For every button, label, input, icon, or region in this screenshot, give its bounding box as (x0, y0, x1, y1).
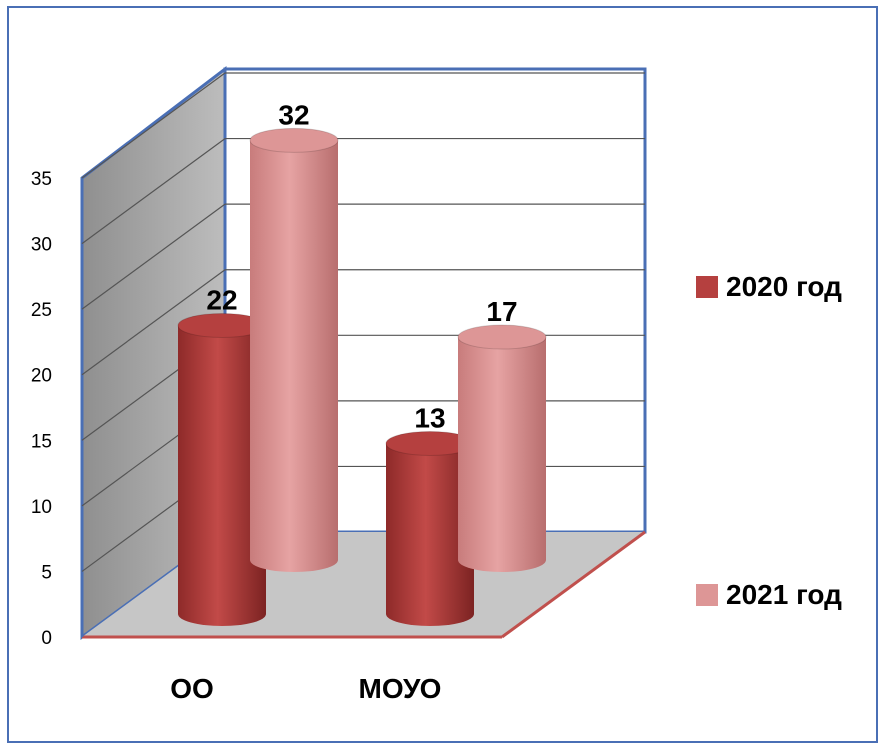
y-tick-label: 30 (31, 235, 52, 256)
bar-body (458, 337, 546, 572)
bar-body (250, 140, 338, 573)
gridline-side-35 (81, 72, 226, 179)
legend-label: 2020 год (726, 271, 842, 302)
bars (177, 127, 547, 626)
gridline-side-30 (81, 138, 226, 245)
legend-label: 2021 год (726, 579, 842, 610)
bar-body (178, 325, 266, 626)
y-tick-label: 0 (41, 628, 52, 649)
y-axis-ticks: 0 5 10 15 20 25 30 35 (31, 169, 52, 649)
bar-1-1 (457, 324, 547, 572)
y-tick-label: 10 (31, 497, 52, 518)
legend-item-1: 2021 год (696, 579, 842, 610)
gridline-side-25 (81, 203, 226, 310)
legend: 2020 год 2021 год (696, 271, 842, 610)
category-label: МОУО (359, 673, 442, 704)
y-tick-label: 5 (41, 562, 52, 583)
bar-0-1 (385, 431, 475, 626)
gridline-side-20 (81, 269, 226, 376)
bar-0-0 (177, 312, 267, 626)
category-label: ОО (170, 673, 214, 704)
legend-item-0: 2020 год (696, 271, 842, 302)
legend-swatch (696, 584, 718, 606)
bar-1-0 (249, 127, 339, 573)
x-axis-categories: ОО МОУО (170, 673, 441, 704)
y-tick-label: 35 (31, 169, 52, 190)
data-label: 17 (486, 296, 517, 327)
data-label: 13 (414, 403, 445, 434)
bar-body (386, 443, 474, 626)
data-label: 32 (278, 99, 309, 130)
y-tick-label: 20 (31, 366, 52, 387)
legend-swatch (696, 276, 718, 298)
floor-right-edge (501, 530, 646, 639)
data-labels: 22 13 32 17 (206, 99, 517, 433)
bar-top (249, 127, 339, 153)
data-label: 22 (206, 284, 237, 315)
y-tick-label: 25 (31, 300, 52, 321)
y-tick-label: 15 (31, 431, 52, 452)
bar-top (457, 324, 547, 350)
